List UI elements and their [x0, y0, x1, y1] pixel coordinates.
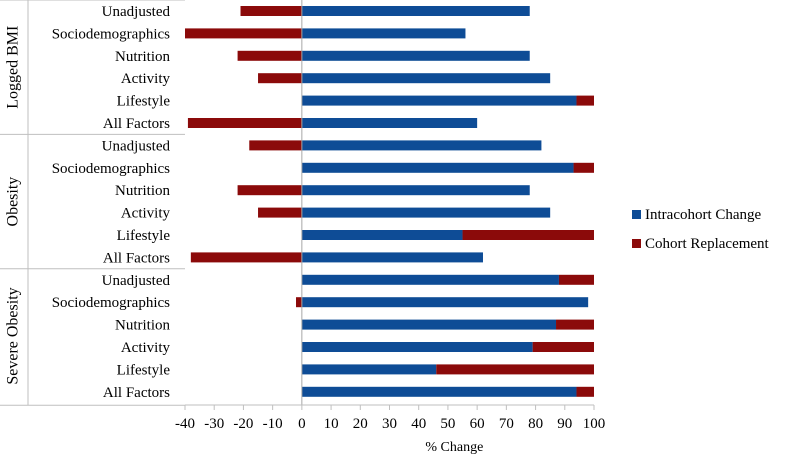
bar-intracohort-obesity-all-factors: [301, 252, 483, 263]
bar-replacement-obesity-all-factors: [190, 252, 302, 263]
category-label-obesity-all-factors: All Factors: [103, 250, 170, 266]
bar-replacement-obesity-activity: [258, 207, 302, 218]
category-label-obesity-lifestyle: Lifestyle: [117, 228, 171, 244]
bar-replacement-logged-bmi-unadjusted: [240, 6, 302, 16]
category-label-logged-bmi-lifestyle: Lifestyle: [117, 94, 171, 110]
bar-replacement-obesity-nutrition: [237, 185, 302, 196]
category-label-logged-bmi-unadjusted: Unadjusted: [102, 4, 171, 20]
x-tick-label-100: 100: [583, 416, 606, 432]
bar-intracohort-obesity-lifestyle: [301, 230, 463, 240]
x-tick-label-40: 40: [411, 416, 426, 432]
bar-replacement-severe-obesity-all-factors: [576, 386, 594, 397]
category-label-obesity-nutrition: Nutrition: [115, 183, 170, 199]
x-tick-label-70: 70: [499, 416, 514, 432]
bar-replacement-severe-obesity-unadjusted: [558, 274, 594, 285]
category-label-logged-bmi-all-factors: All Factors: [103, 116, 170, 132]
bar-intracohort-logged-bmi-all-factors: [301, 118, 478, 128]
category-label-severe-obesity-lifestyle: Lifestyle: [117, 362, 171, 378]
bar-intracohort-severe-obesity-unadjusted: [301, 274, 559, 285]
category-label-logged-bmi-activity: Activity: [121, 71, 171, 87]
x-tick-label-20: 20: [353, 416, 368, 432]
legend-label-cohort-replacement: Cohort Replacement: [645, 236, 770, 252]
bar-intracohort-obesity-sociodemographics: [301, 162, 574, 173]
bar-replacement-logged-bmi-all-factors: [187, 118, 302, 128]
legend-label-intracohort-change: Intracohort Change: [645, 207, 762, 223]
x-tick-label-30: -30: [204, 416, 224, 432]
x-axis-title: % Change: [425, 440, 483, 455]
bar-intracohort-logged-bmi-nutrition: [301, 50, 530, 61]
x-tick-label-10: -10: [263, 416, 283, 432]
bar-intracohort-severe-obesity-lifestyle: [301, 364, 437, 375]
bar-replacement-logged-bmi-nutrition: [237, 50, 302, 61]
x-tick-label-0: 0: [298, 416, 306, 432]
bar-intracohort-severe-obesity-all-factors: [301, 386, 577, 397]
x-tick-label-10: 10: [324, 416, 339, 432]
bar-intracohort-obesity-nutrition: [301, 185, 530, 196]
group-label-severe-obesity: Severe Obesity: [5, 287, 22, 384]
x-tick-label-50: 50: [440, 416, 455, 432]
bar-intracohort-logged-bmi-lifestyle: [301, 95, 577, 106]
bar-replacement-severe-obesity-nutrition: [556, 319, 594, 330]
bar-replacement-logged-bmi-sociodemographics: [185, 28, 302, 39]
bar-intracohort-logged-bmi-sociodemographics: [301, 28, 466, 39]
category-label-severe-obesity-sociodemographics: Sociodemographics: [52, 295, 170, 311]
bar-intracohort-logged-bmi-unadjusted: [301, 6, 530, 16]
category-label-obesity-activity: Activity: [121, 206, 171, 222]
category-label-severe-obesity-all-factors: All Factors: [103, 385, 170, 401]
category-label-severe-obesity-activity: Activity: [121, 340, 171, 356]
bar-replacement-severe-obesity-lifestyle: [436, 364, 594, 375]
bar-intracohort-severe-obesity-nutrition: [301, 319, 557, 330]
bar-intracohort-severe-obesity-activity: [301, 342, 533, 352]
bar-replacement-obesity-sociodemographics: [573, 162, 594, 173]
category-label-severe-obesity-unadjusted: Unadjusted: [102, 273, 171, 289]
legend-swatch-cohort-replacement: [632, 239, 641, 248]
x-tick-label-20: -20: [233, 416, 253, 432]
bar-replacement-logged-bmi-lifestyle: [576, 95, 594, 106]
bar-intracohort-obesity-activity: [301, 207, 551, 218]
bar-replacement-logged-bmi-activity: [258, 73, 302, 84]
x-tick-label-40: -40: [175, 416, 195, 432]
category-label-obesity-sociodemographics: Sociodemographics: [52, 161, 170, 177]
group-label-obesity: Obesity: [5, 177, 22, 227]
category-label-logged-bmi-sociodemographics: Sociodemographics: [52, 26, 170, 42]
x-tick-label-60: 60: [470, 416, 485, 432]
bar-replacement-obesity-unadjusted: [249, 140, 302, 151]
x-tick-label-30: 30: [382, 416, 397, 432]
legend-swatch-intracohort-change: [632, 210, 641, 219]
bar-intracohort-logged-bmi-activity: [301, 73, 551, 84]
bar-replacement-severe-obesity-sociodemographics: [296, 297, 302, 308]
bar-intracohort-severe-obesity-sociodemographics: [301, 297, 589, 308]
category-label-logged-bmi-nutrition: Nutrition: [115, 49, 170, 65]
x-tick-label-80: 80: [528, 416, 543, 432]
bar-replacement-severe-obesity-activity: [532, 342, 594, 352]
x-tick-label-90: 90: [557, 416, 572, 432]
category-label-severe-obesity-nutrition: Nutrition: [115, 318, 170, 334]
category-label-obesity-unadjusted: Unadjusted: [102, 138, 171, 154]
bar-replacement-obesity-lifestyle: [462, 230, 594, 240]
group-label-logged-bmi: Logged BMI: [5, 26, 22, 109]
bar-intracohort-obesity-unadjusted: [301, 140, 542, 151]
